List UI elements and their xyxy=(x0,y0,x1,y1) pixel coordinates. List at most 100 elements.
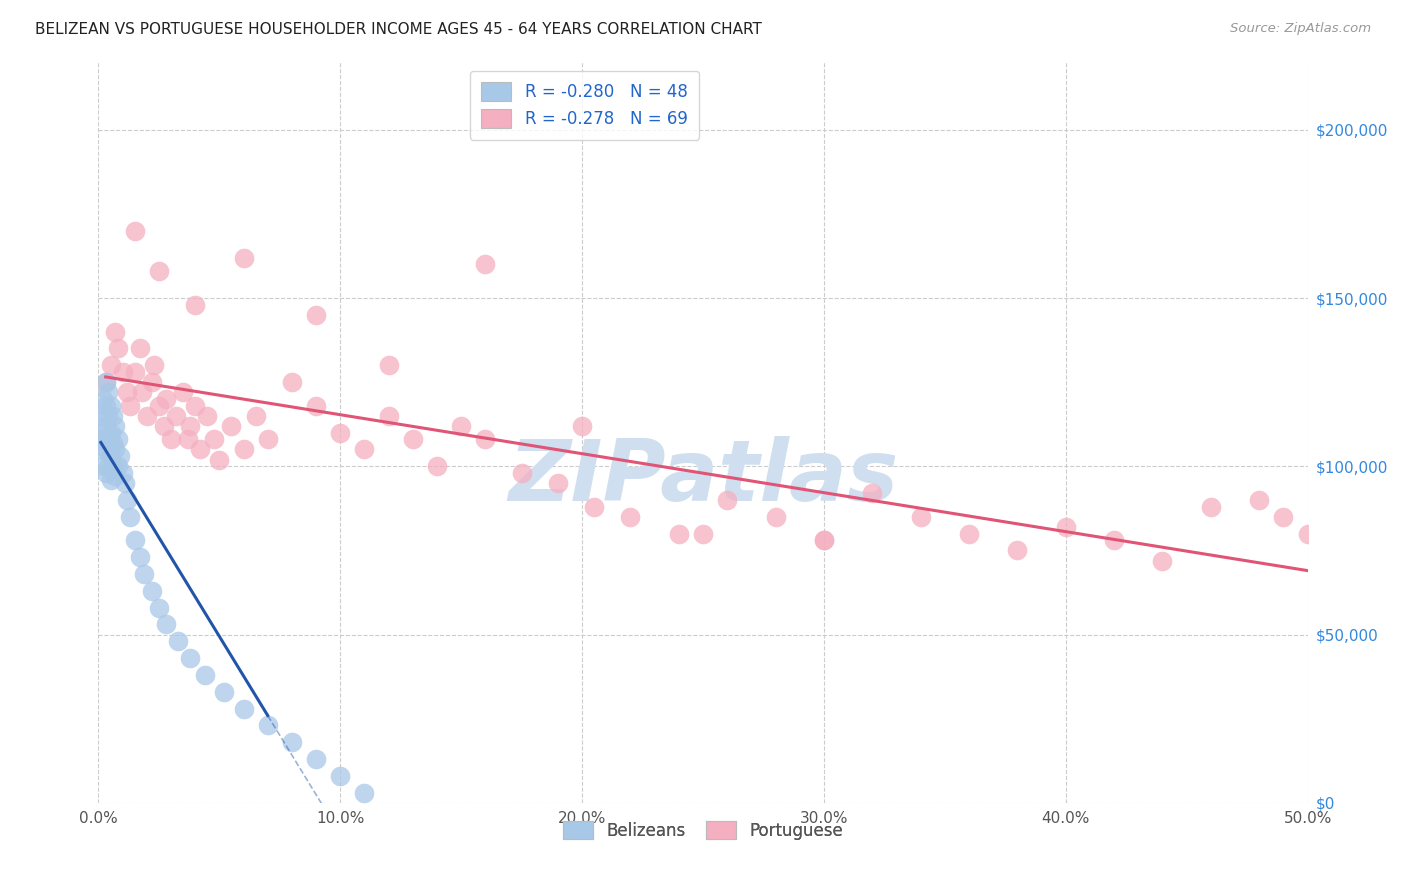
Point xyxy=(107,342,129,356)
Point xyxy=(1199,500,1222,514)
Point xyxy=(101,459,124,474)
Point xyxy=(91,433,114,447)
Point xyxy=(204,433,226,447)
Point xyxy=(1296,526,1319,541)
Point xyxy=(100,449,122,463)
Point xyxy=(305,308,328,322)
Point xyxy=(148,600,170,615)
Point xyxy=(583,500,606,514)
Point xyxy=(179,651,201,665)
Point xyxy=(91,409,114,423)
Point xyxy=(100,425,122,440)
Point xyxy=(94,466,117,480)
Point xyxy=(910,509,932,524)
Point xyxy=(111,466,134,480)
Point xyxy=(221,418,243,433)
Point xyxy=(353,442,375,457)
Point xyxy=(353,786,375,800)
Point xyxy=(232,442,254,457)
Point xyxy=(104,325,127,339)
Point xyxy=(188,442,211,457)
Point xyxy=(131,385,153,400)
Point xyxy=(107,459,129,474)
Point xyxy=(91,392,114,406)
Point xyxy=(90,425,112,440)
Point xyxy=(148,399,170,413)
Point xyxy=(165,409,187,423)
Point xyxy=(118,509,141,524)
Text: ZIPatlas: ZIPatlas xyxy=(508,435,898,518)
Point xyxy=(1007,543,1029,558)
Point xyxy=(305,399,328,413)
Point xyxy=(148,264,170,278)
Point xyxy=(94,442,117,457)
Point xyxy=(100,359,122,373)
Point xyxy=(90,442,112,457)
Point xyxy=(256,433,278,447)
Point xyxy=(111,365,134,379)
Point xyxy=(152,418,174,433)
Point xyxy=(377,359,399,373)
Point xyxy=(547,476,569,491)
Point xyxy=(97,409,120,423)
Point xyxy=(108,449,131,463)
Point xyxy=(117,385,139,400)
Point xyxy=(128,550,150,565)
Point xyxy=(104,469,127,483)
Point xyxy=(329,769,352,783)
Point xyxy=(184,298,207,312)
Point xyxy=(100,399,122,413)
Point xyxy=(281,375,304,389)
Point xyxy=(765,509,787,524)
Point xyxy=(668,526,690,541)
Point xyxy=(571,418,593,433)
Point xyxy=(281,735,304,749)
Point xyxy=(104,442,127,457)
Point xyxy=(100,473,122,487)
Point xyxy=(402,433,425,447)
Point xyxy=(426,459,449,474)
Point xyxy=(474,257,496,271)
Point xyxy=(104,418,127,433)
Text: Source: ZipAtlas.com: Source: ZipAtlas.com xyxy=(1230,22,1371,36)
Point xyxy=(256,718,278,732)
Point xyxy=(232,251,254,265)
Point xyxy=(128,342,150,356)
Point xyxy=(172,385,194,400)
Point xyxy=(860,486,883,500)
Point xyxy=(245,409,267,423)
Point xyxy=(94,418,117,433)
Point xyxy=(305,752,328,766)
Point xyxy=(179,418,201,433)
Point xyxy=(143,359,166,373)
Point xyxy=(510,466,533,480)
Point xyxy=(124,365,146,379)
Text: BELIZEAN VS PORTUGUESE HOUSEHOLDER INCOME AGES 45 - 64 YEARS CORRELATION CHART: BELIZEAN VS PORTUGUESE HOUSEHOLDER INCOM… xyxy=(35,22,762,37)
Point xyxy=(716,492,738,507)
Point xyxy=(184,399,207,413)
Point xyxy=(1102,533,1125,548)
Point xyxy=(97,433,120,447)
Point xyxy=(195,409,218,423)
Legend: Belizeans, Portuguese: Belizeans, Portuguese xyxy=(557,814,849,847)
Point xyxy=(141,375,163,389)
Point xyxy=(134,566,156,581)
Point xyxy=(94,375,117,389)
Point xyxy=(101,409,124,423)
Point xyxy=(114,476,136,491)
Point xyxy=(1249,492,1271,507)
Point xyxy=(141,583,163,598)
Point xyxy=(107,433,129,447)
Point xyxy=(619,509,641,524)
Point xyxy=(91,459,114,474)
Point xyxy=(474,433,496,447)
Point xyxy=(97,385,120,400)
Point xyxy=(692,526,714,541)
Point xyxy=(813,533,835,548)
Point xyxy=(117,492,139,507)
Point xyxy=(155,392,177,406)
Point xyxy=(167,634,190,648)
Point xyxy=(194,668,217,682)
Point xyxy=(1054,520,1077,534)
Point xyxy=(329,425,352,440)
